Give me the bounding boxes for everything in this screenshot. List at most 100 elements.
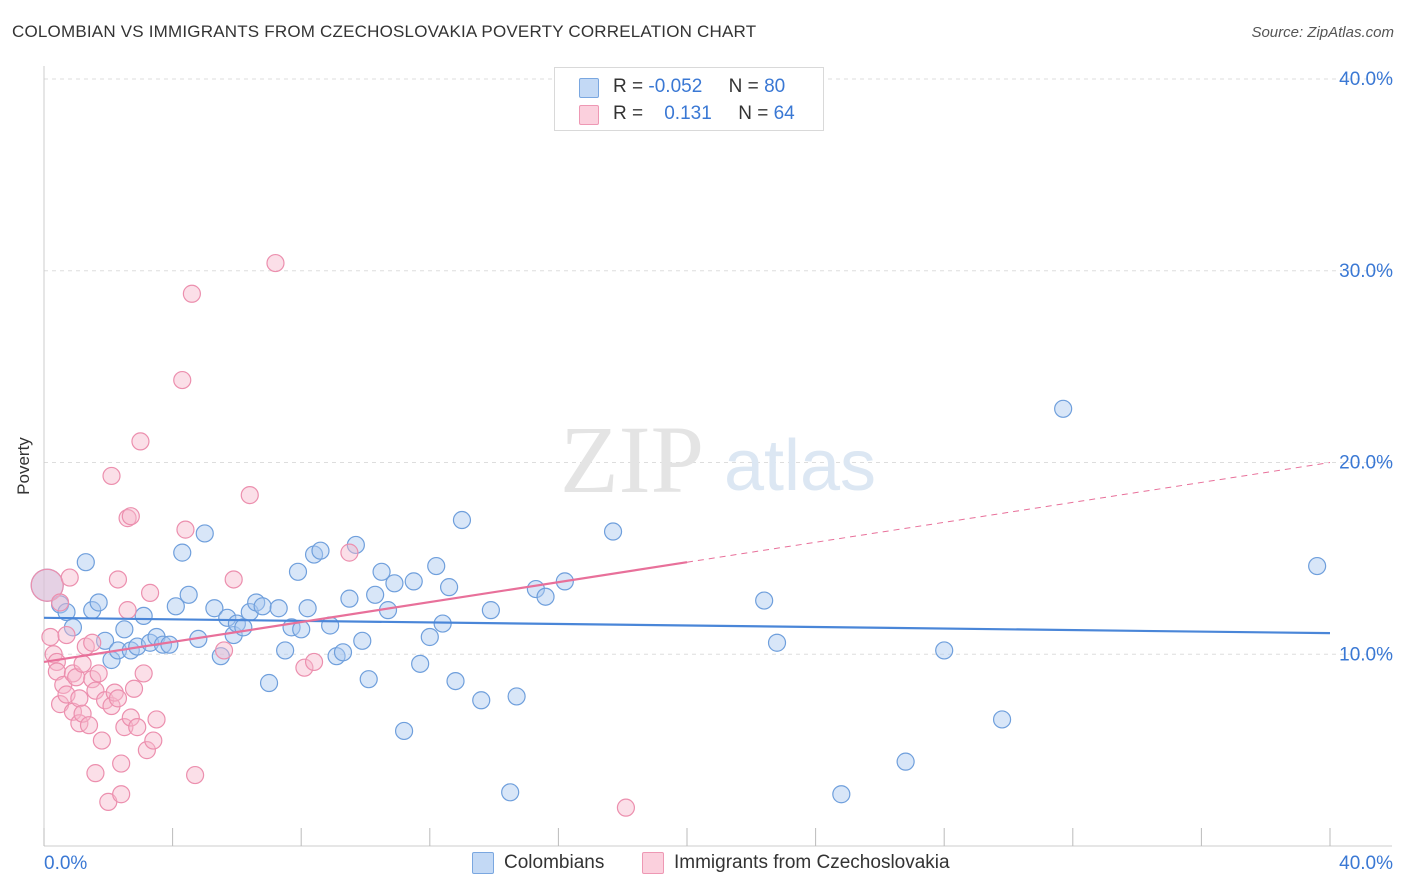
- czechoslovakia-trend-line: [43, 561, 688, 664]
- czechoslovakia-point: [115, 718, 134, 737]
- colombians-point: [481, 601, 500, 620]
- colombians-point: [832, 785, 851, 804]
- czechoslovakia-trend-extension: [686, 462, 1331, 563]
- colombians-point: [173, 543, 192, 562]
- colombians-point: [311, 541, 330, 560]
- czechoslovakia-point: [128, 718, 147, 737]
- czechoslovakia-point: [30, 568, 64, 602]
- colombians-point: [353, 631, 372, 650]
- colombians-point: [340, 589, 359, 608]
- czechoslovakia-point: [89, 664, 108, 683]
- colombians-point: [452, 510, 472, 530]
- legend-n-label: N =: [738, 103, 769, 124]
- colombians-point: [195, 524, 214, 543]
- colombians-point: [992, 710, 1012, 729]
- legend-swatch-blue: [579, 78, 599, 98]
- czechoslovakia-point: [73, 704, 92, 723]
- colombians-point: [1054, 399, 1073, 418]
- colombians-point: [57, 602, 76, 622]
- colombians-point: [446, 671, 465, 691]
- legend-n-value: 64: [773, 103, 795, 124]
- bottom-legend-swatch-blue: [472, 852, 494, 874]
- x-tick-label: 40.0%: [1339, 853, 1393, 874]
- colombians-point: [166, 597, 185, 616]
- colombians-point: [269, 599, 288, 618]
- czechoslovakia-point: [118, 509, 137, 528]
- colombians-point: [427, 556, 446, 576]
- colombians-point: [755, 591, 774, 610]
- colombians-point: [394, 721, 414, 741]
- czechoslovakia-point: [60, 568, 79, 587]
- colombians-point: [501, 783, 520, 802]
- czechoslovakia-point: [266, 253, 285, 273]
- colombians-point: [160, 635, 179, 654]
- czechoslovakia-point: [41, 627, 60, 647]
- trend-lines: [43, 462, 1331, 664]
- czechoslovakia-point: [304, 652, 324, 672]
- legend-n-label: N =: [728, 76, 759, 97]
- legend-r-label: R =: [613, 103, 644, 124]
- colombians-point: [536, 587, 555, 606]
- y-tick-label: 10.0%: [1339, 644, 1393, 665]
- colombians-point: [896, 752, 915, 771]
- bottom-legend-label: Colombians: [504, 852, 605, 873]
- czechoslovakia-point: [92, 731, 111, 750]
- czechoslovakia-point: [295, 658, 314, 677]
- colombians-point: [411, 654, 430, 673]
- czechoslovakia-point: [70, 689, 89, 708]
- czechoslovakia-point: [79, 716, 99, 735]
- czechoslovakia-point: [86, 764, 105, 783]
- x-tick-label: 0.0%: [44, 853, 87, 874]
- czechoslovakia-point: [144, 731, 163, 750]
- colombians-point: [366, 585, 385, 604]
- colombians-point: [935, 641, 954, 660]
- colombians-point: [298, 599, 317, 618]
- watermark-zip: ZIP: [560, 406, 704, 513]
- czechoslovakia-point: [112, 754, 131, 773]
- tick-labels: 10.0% 20.0% 30.0% 40.0% 0.0% 40.0%: [44, 69, 1393, 874]
- colombians-point: [276, 641, 295, 660]
- bottom-legend-label: Immigrants from Czechoslovakia: [674, 852, 950, 873]
- colombians-point: [420, 627, 439, 647]
- legend-r-value: -0.052: [648, 76, 703, 97]
- data-points: [30, 253, 1327, 817]
- colombians-point: [134, 606, 153, 626]
- czechoslovakia-point: [121, 507, 140, 526]
- czechoslovakia-point: [102, 466, 121, 486]
- czechoslovakia-point: [50, 593, 70, 612]
- czechoslovakia-point: [134, 664, 153, 683]
- colombians-point: [404, 572, 423, 591]
- correlation-legend: R = -0.052 N = 80 R = 0.131 N = 64: [554, 67, 824, 131]
- czechoslovakia-point: [118, 601, 137, 620]
- czechoslovakia-point: [340, 543, 359, 562]
- colombians-point: [259, 673, 279, 693]
- czechoslovakia-point: [616, 798, 636, 817]
- czechoslovakia-point: [57, 625, 76, 645]
- czechoslovakia-point: [121, 708, 140, 727]
- axes: [43, 66, 1392, 847]
- colombians-point: [767, 633, 787, 652]
- colombians-point: [603, 522, 623, 541]
- y-tick-label: 30.0%: [1339, 261, 1393, 282]
- chart-source: Source: ZipAtlas.com: [1251, 24, 1394, 41]
- czechoslovakia-point: [108, 570, 128, 589]
- legend-r-label: R =: [613, 76, 644, 97]
- y-tick-label: 20.0%: [1339, 453, 1393, 474]
- colombians-point: [439, 578, 459, 597]
- chart-title: COLOMBIAN VS IMMIGRANTS FROM CZECHOSLOVA…: [12, 22, 757, 41]
- colombians-point: [179, 585, 198, 604]
- colombians-point: [288, 562, 308, 581]
- czechoslovakia-point: [137, 741, 156, 760]
- czechoslovakia-point: [214, 641, 234, 660]
- colombians-trend-line: [43, 616, 1331, 635]
- legend-n-value: 80: [764, 76, 786, 97]
- grid-lines: [44, 78, 1392, 655]
- colombians-point: [211, 647, 230, 666]
- colombians-point: [507, 687, 526, 706]
- y-axis-title: Poverty: [14, 437, 33, 495]
- colombians-point: [218, 608, 237, 627]
- czechoslovakia-point: [112, 785, 131, 804]
- czechoslovakia-point: [186, 765, 205, 785]
- colombians-point: [333, 643, 353, 662]
